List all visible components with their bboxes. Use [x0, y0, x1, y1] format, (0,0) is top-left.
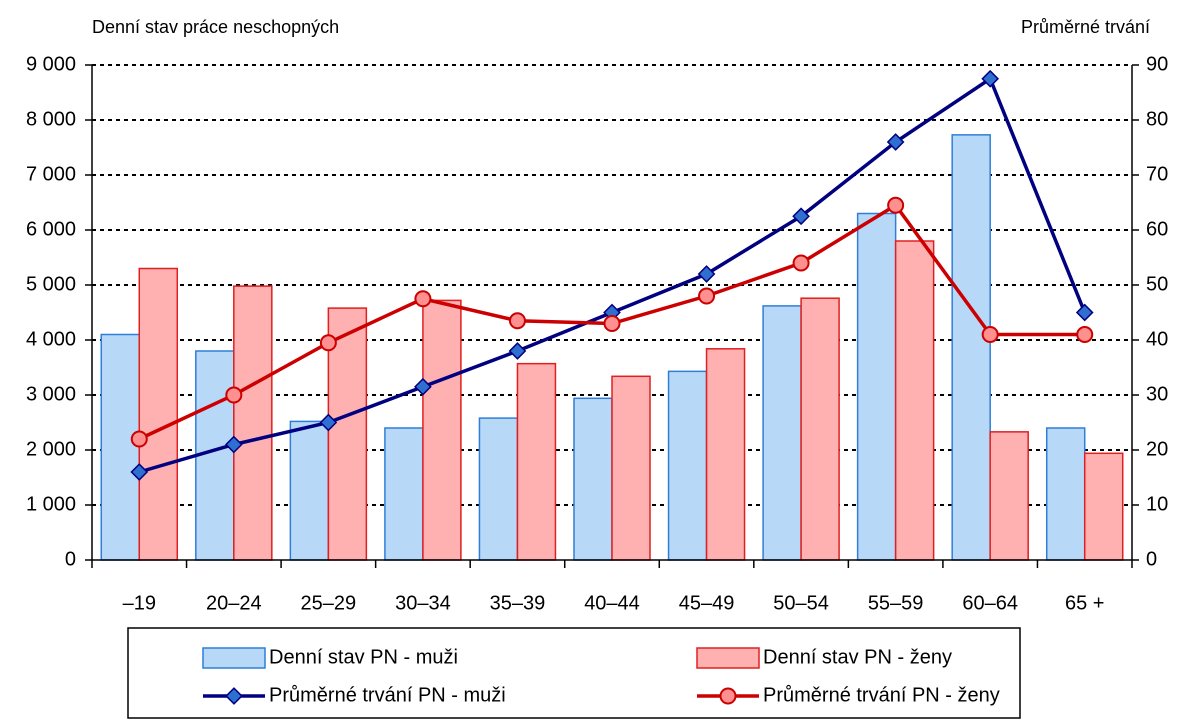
x-tick-label: 65 + — [1065, 592, 1104, 614]
y-tick-label: 6 000 — [26, 218, 76, 240]
point — [130, 430, 148, 448]
point — [1076, 326, 1094, 343]
point — [981, 69, 1000, 88]
y-tick-label: 3 000 — [26, 383, 76, 405]
y-tick-label: 4 000 — [26, 328, 76, 350]
legend-marker — [225, 687, 243, 705]
y2-tick-label: 10 — [1146, 493, 1168, 515]
point — [319, 334, 337, 352]
bar — [573, 397, 613, 561]
y-axis-title: Denní stav práce neschopných — [92, 17, 339, 37]
y2-tick-label: 40 — [1146, 328, 1168, 350]
y2-tick-label: 50 — [1146, 273, 1168, 295]
bar — [989, 431, 1029, 561]
point — [414, 377, 432, 396]
bar — [478, 417, 519, 561]
bar — [856, 212, 897, 561]
y2-tick-label: 30 — [1146, 383, 1168, 405]
y-tick-label: 7 000 — [26, 163, 76, 185]
bar — [800, 297, 840, 561]
x-tick-label: 45–49 — [679, 592, 735, 614]
point — [603, 315, 621, 332]
y-tick-label: 5 000 — [26, 273, 76, 295]
bar — [705, 348, 746, 561]
bar — [762, 305, 802, 561]
legend-swatch — [696, 647, 760, 669]
point — [1075, 303, 1094, 322]
y-tick-label: 2 000 — [26, 438, 76, 460]
bar — [667, 370, 708, 561]
point — [319, 413, 338, 432]
bar — [289, 420, 330, 561]
point — [508, 312, 526, 330]
point — [508, 342, 527, 360]
x-tick-label: 35–39 — [490, 592, 546, 614]
bar — [422, 299, 462, 561]
bar — [1083, 452, 1124, 561]
y-tick-label: 0 — [65, 548, 76, 570]
x-tick-label: 55–59 — [868, 592, 924, 614]
x-tick-label: 30–34 — [395, 592, 451, 614]
point — [698, 287, 716, 305]
bar — [100, 333, 141, 561]
y-tick-label: 9 000 — [26, 53, 76, 75]
point — [792, 254, 810, 272]
y-tick-label: 1 000 — [26, 493, 76, 515]
y2-tick-label: 80 — [1146, 108, 1168, 130]
legend-swatch — [202, 647, 266, 669]
point — [886, 133, 905, 151]
point — [792, 207, 810, 226]
y2-tick-label: 90 — [1146, 53, 1168, 75]
y2-tick-label: 70 — [1146, 163, 1168, 185]
bar — [611, 375, 651, 561]
bar — [233, 285, 273, 561]
bar — [894, 240, 935, 561]
bar — [327, 307, 368, 561]
legend-label: Průměrné trvání PN - ženy — [763, 684, 1000, 706]
y2-tick-label: 20 — [1146, 438, 1168, 460]
x-tick-label: 25–29 — [301, 592, 357, 614]
point — [697, 265, 716, 283]
bar — [1045, 427, 1086, 561]
legend-label: Denní stav PN - muži — [269, 646, 458, 668]
point — [887, 196, 905, 214]
bar — [384, 427, 424, 561]
x-tick-label: 40–44 — [584, 592, 640, 614]
legend-label: Denní stav PN - ženy — [763, 646, 952, 668]
y2-tick-label: 60 — [1146, 218, 1168, 240]
point — [224, 435, 243, 454]
legend-marker — [719, 687, 737, 705]
x-tick-label: –19 — [123, 592, 156, 614]
bar — [138, 267, 179, 561]
x-tick-label: 20–24 — [206, 592, 262, 614]
point — [130, 463, 149, 481]
point — [414, 290, 432, 308]
y-tick-label: 8 000 — [26, 108, 76, 130]
point — [981, 326, 999, 343]
bar — [951, 134, 991, 561]
x-tick-label: 60–64 — [962, 592, 1018, 614]
y2-axis-title: Průměrné trvání — [1021, 17, 1150, 37]
y2-tick-label: 0 — [1146, 548, 1157, 570]
bar — [516, 362, 557, 561]
point — [225, 386, 243, 404]
legend-label: Průměrné trvání PN - muži — [269, 684, 506, 706]
legend-box — [127, 627, 1021, 719]
x-tick-label: 50–54 — [773, 592, 829, 614]
